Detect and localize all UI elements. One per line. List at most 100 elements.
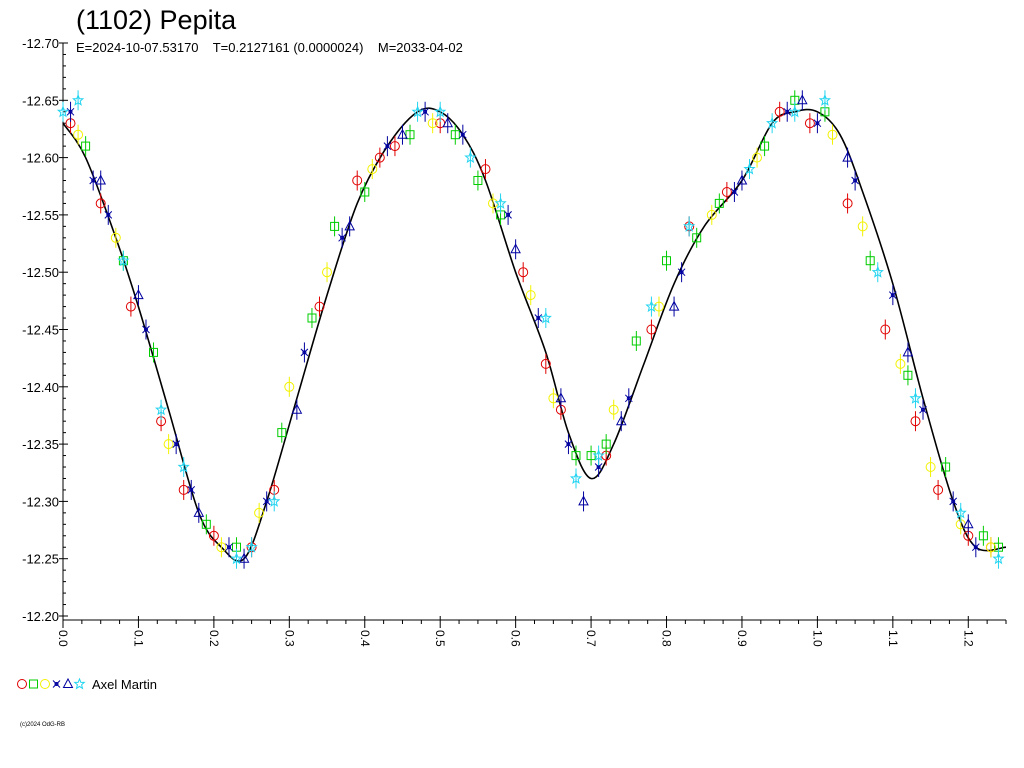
data-point [895,358,906,369]
data-point [338,233,346,242]
data-point [193,506,205,517]
data-point [473,176,483,185]
data-point [743,162,756,175]
data-point [752,152,762,163]
data-point [307,313,317,323]
data-point [81,141,91,151]
x-tick-label: 0.8 [660,630,674,647]
chart-title: (1102) Pepita [76,5,237,35]
data-point [268,495,281,507]
data-point [95,198,106,209]
y-tick-label: -12.30 [22,494,59,509]
data-point [827,129,838,140]
data-point [314,301,325,312]
chart-subtitle: E=2024-10-07.53170 T=0.2127161 (0.000002… [76,40,463,55]
data-point [216,542,227,553]
series-6-star [56,90,1005,569]
data-point [962,518,974,529]
data-point [383,142,392,150]
data-point [344,220,356,231]
data-point [804,118,815,129]
x-tick-label: 0.4 [358,630,372,647]
data-point [177,460,190,473]
data-point [765,116,779,129]
data-point [706,209,717,220]
data-point [464,151,477,164]
legend-marker-triangle [62,677,74,688]
data-point [262,497,271,506]
x-tick-label: 0.6 [509,630,523,647]
data-point [133,289,144,300]
data-point [518,267,529,278]
data-point [534,314,543,322]
data-point [427,118,438,129]
data-point [187,486,196,494]
legend-marker-circle [17,679,27,689]
data-points-group [56,90,1005,569]
data-point [865,256,875,266]
data-point [578,495,589,506]
data-point [405,130,415,140]
data-point [117,254,130,267]
data-point [796,94,808,105]
x-tick-label: 0.3 [282,630,296,647]
data-point [730,188,739,196]
data-point [851,176,859,185]
series-3-circle [73,113,996,558]
data-point [774,106,785,117]
series-2-square [81,90,1003,558]
data-point [374,152,385,163]
data-point [66,107,75,116]
data-point [813,119,822,128]
x-tick-label: 0.7 [584,630,598,647]
data-point [949,497,958,506]
series-5-triangle [95,90,974,569]
plot-axes: -12.70 -12.65 -12.60 -12.55 -12.50 -12.45 -12.… [22,36,1007,647]
data-point [434,105,447,118]
y-tick-label: -12.35 [22,437,59,452]
y-tick-label: -12.55 [22,208,59,223]
data-point [367,164,378,175]
x-tick-label: 1.2 [961,630,975,647]
data-point [925,462,936,472]
data-point [450,130,460,140]
data-point [230,552,243,565]
data-point [142,325,150,334]
data-point [760,141,770,151]
x-tick-label: 0.0 [56,630,70,647]
data-point [178,484,189,495]
y-tick-label: -12.25 [22,552,59,567]
data-point [330,221,340,231]
data-point [245,540,258,553]
data-point [564,440,573,448]
data-point [254,507,265,518]
data-point [411,105,424,118]
data-point [56,105,70,118]
y-tick-label: -12.70 [22,36,59,51]
fit-curve-group [62,107,1007,562]
data-point [71,93,85,106]
data-point [494,197,507,209]
data-point [818,93,832,106]
y-tick-label: -12.60 [22,151,59,166]
data-point [954,506,967,519]
series-4-cross [66,101,980,558]
data-point [592,449,605,462]
data-point [631,336,641,346]
data-point [645,300,658,313]
data-point [788,105,801,118]
data-point [201,519,211,529]
x-tick-label: 0.5 [433,630,447,647]
data-point [291,403,303,414]
data-point [919,405,927,414]
data-point [539,311,552,324]
fit-curve [62,107,1007,562]
data-point [525,290,536,301]
data-point [352,175,363,186]
data-point [300,348,309,357]
data-point [569,472,583,485]
data-point [149,347,158,357]
data-point [909,391,922,404]
data-point [985,542,996,553]
y-tick-label: -12.40 [22,380,59,395]
